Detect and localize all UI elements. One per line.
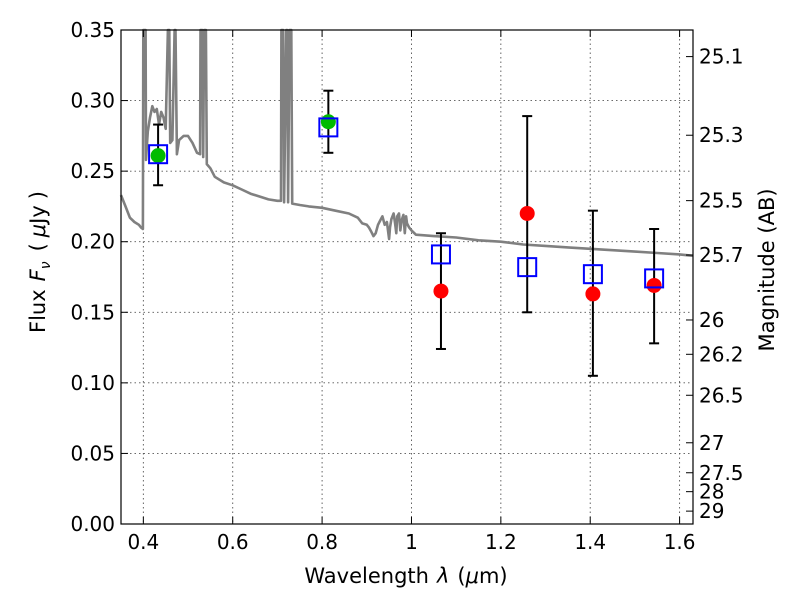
mag-tick-label: 27.5 bbox=[699, 461, 744, 485]
mag-tick-label: 28 bbox=[699, 480, 724, 504]
plot-frame bbox=[120, 29, 694, 525]
x-tick-label: 0.8 bbox=[306, 530, 338, 554]
observed-point bbox=[585, 286, 601, 302]
observed-point bbox=[320, 114, 336, 130]
model-fluxes bbox=[148, 117, 665, 289]
model-spectrum bbox=[119, 28, 694, 258]
observed-point bbox=[150, 148, 166, 164]
x-tick-label: 0.6 bbox=[217, 530, 249, 554]
y-tick-label: 0.25 bbox=[70, 159, 115, 183]
model-point bbox=[517, 257, 538, 278]
y-tick-label: 0.15 bbox=[70, 300, 115, 324]
model-point bbox=[318, 117, 339, 138]
y-axis-label: FluxFν(μJy) bbox=[26, 191, 54, 333]
x-tick-label: 1.2 bbox=[485, 530, 517, 554]
mag-tick-label: 25.3 bbox=[699, 123, 744, 147]
mag-tick-label: 26.2 bbox=[699, 342, 744, 366]
y-tick-label: 0.30 bbox=[70, 89, 115, 113]
model-point bbox=[644, 268, 665, 289]
error-bars bbox=[153, 89, 660, 377]
mag-tick-label: 25.1 bbox=[699, 45, 744, 69]
model-point bbox=[148, 144, 169, 165]
observed-fluxes bbox=[150, 114, 662, 302]
observed-point bbox=[519, 205, 535, 221]
observed-point bbox=[433, 283, 449, 299]
axes-frame bbox=[120, 29, 694, 525]
model-point bbox=[430, 244, 451, 265]
mag-tick-label: 25.7 bbox=[699, 243, 744, 267]
mag-tick-label: 26.5 bbox=[699, 383, 744, 407]
x-tick-label: 1 bbox=[405, 530, 418, 554]
spectrum-line bbox=[119, 28, 694, 258]
mag-tick-label: 27 bbox=[699, 431, 724, 455]
x-tick-label: 1.4 bbox=[574, 530, 606, 554]
y2-axis-label: Magnitude (AB) bbox=[755, 188, 779, 351]
x-tick-label: 0.4 bbox=[127, 530, 159, 554]
model-point bbox=[582, 264, 603, 285]
x-axis-label: Wavelength λ (μm) bbox=[304, 564, 507, 588]
y-tick-label: 0.10 bbox=[70, 371, 115, 395]
y-tick-label: 0.00 bbox=[70, 512, 115, 536]
y-tick-label: 0.35 bbox=[70, 18, 115, 42]
mag-tick-label: 29 bbox=[699, 499, 724, 523]
mag-tick-label: 26 bbox=[699, 308, 724, 332]
y-tick-label: 0.05 bbox=[70, 441, 115, 465]
mag-tick-label: 25.5 bbox=[699, 189, 744, 213]
axis-ticks: 0.4 0.6 0.8 1 1.2 1.4 1.6 0.00 0.05 0.10 0.15 0.20 0… bbox=[70, 18, 743, 554]
observed-point bbox=[646, 277, 662, 293]
y-tick-label: 0.20 bbox=[70, 230, 115, 254]
grid bbox=[121, 30, 693, 524]
x-tick-label: 1.6 bbox=[664, 530, 696, 554]
